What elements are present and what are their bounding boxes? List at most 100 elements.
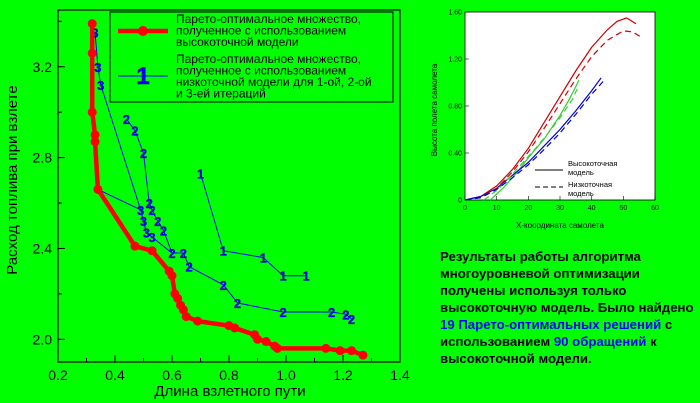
inset-x-tick-label: 30: [556, 205, 564, 212]
main-y-tick-label: 2.8: [33, 150, 53, 166]
blue-iteration-marker: 3: [143, 226, 150, 241]
main-x-tick-label: 1.4: [390, 367, 410, 383]
blue-iteration-marker: 3: [137, 203, 144, 218]
blue-iteration-marker: 2: [140, 146, 147, 161]
blue-iteration-marker: 2: [131, 123, 138, 138]
inset-legend-low-label: Низкоточная модель: [568, 180, 612, 198]
inset-x-tick-label: 40: [588, 205, 596, 212]
blue-iteration-marker: 2: [234, 296, 241, 311]
legend-blue-label-line: полученное с использованием: [176, 64, 346, 78]
inset-low-fidelity-line: [483, 84, 580, 201]
blue-iteration-marker: 2: [148, 203, 155, 218]
main-x-tick-label: 0.6: [162, 367, 182, 383]
main-y-tick-label: 2.4: [33, 240, 53, 256]
blue-iteration-marker: 1: [280, 269, 287, 284]
main-x-tick-label: 1.2: [333, 367, 353, 383]
red-pareto-point: [130, 241, 140, 251]
red-pareto-point: [335, 346, 345, 356]
inset-x-tick-label: 10: [493, 205, 501, 212]
red-pareto-point: [87, 19, 97, 29]
red-pareto-point: [147, 246, 157, 256]
main-x-tick-label: 1.0: [276, 367, 296, 383]
blue-iteration-marker: 2: [328, 305, 335, 320]
legend-red-marker: [138, 26, 148, 36]
blue-iteration-marker: 3: [148, 230, 155, 245]
inset-y-tick-label: 0.80: [448, 104, 462, 111]
red-pareto-point: [173, 293, 183, 303]
legend-blue-label-line: Парето-оптимальное множество,: [176, 52, 361, 66]
blue-iteration-marker: 2: [348, 312, 355, 327]
blue-iteration-marker: 3: [94, 60, 101, 75]
red-pareto-point: [90, 137, 100, 147]
legend-red-label: Парето-оптимальное множество, полученное …: [176, 12, 361, 49]
red-pareto-point: [193, 316, 203, 326]
main-x-tick-label: 0.2: [48, 367, 68, 383]
legend-blue-marker: 1: [136, 63, 149, 90]
red-pareto-point: [347, 346, 357, 356]
blue-iteration-marker: 2: [146, 196, 153, 211]
inset-legend-high-label-line: Высокоточная: [568, 159, 617, 168]
main-legend-box: [109, 11, 394, 103]
inset-legend-low-label-line: модель: [568, 189, 594, 198]
results-part-2: с использованием: [440, 317, 673, 349]
inset-y-tick-label: 1.60: [448, 10, 462, 17]
results-part-3: к высокоточной модели.: [440, 334, 657, 366]
red-pareto-point: [321, 343, 331, 353]
main-y-tick-label: 2.0: [33, 331, 53, 347]
legend-red-label-line: Парето-оптимальное множество,: [176, 12, 361, 26]
red-pareto-point: [93, 184, 103, 194]
results-highlight-solutions: 19 Парето-оптимальных решений: [440, 317, 662, 332]
inset-x-tick-label: 0: [463, 205, 467, 212]
blue-iteration-marker: 2: [342, 307, 349, 322]
legend-blue-label-line: и 3-ей итераций: [176, 87, 266, 101]
red-pareto-point: [272, 343, 282, 353]
main-x-label: Длина взлетного пути: [154, 383, 305, 400]
results-highlight-calls: 90 обращений: [553, 334, 647, 349]
blue-iteration-marker: 3: [97, 78, 104, 93]
blue-iteration-line: [126, 118, 352, 320]
red-pareto-point: [253, 334, 262, 344]
legend-blue-label-line: низкоточной модели для 1-ой, 2-ой: [176, 75, 372, 89]
blue-iteration-marker: 1: [220, 244, 227, 259]
red-pareto-point: [178, 305, 188, 315]
blue-iteration-marker: 2: [160, 223, 167, 238]
blue-iteration-line: [94, 32, 153, 238]
red-pareto-point: [90, 130, 100, 140]
inset-y-label: Высота полета самолета: [430, 63, 439, 156]
main-x-tick-label: 0.8: [219, 367, 239, 383]
inset-low-fidelity-line: [464, 30, 643, 201]
inset-plot-frame: [464, 11, 656, 201]
inset-legend-low-label-line: Низкоточная: [568, 180, 612, 189]
legend-red-label-line: высокоточной модели: [176, 35, 299, 49]
blue-iteration-marker: 1: [302, 269, 309, 284]
legend-blue-label: Парето-оптимальное множество, полученное …: [176, 52, 372, 101]
legend-red-label-line: полученное с использованием: [176, 24, 346, 38]
main-y-tick-label: 3.2: [33, 59, 53, 75]
blue-iteration-marker: 2: [280, 305, 287, 320]
inset-x-label: X-координата самолета: [516, 221, 604, 230]
blue-iteration-line: [200, 173, 306, 277]
inset-x-tick-label: 60: [651, 205, 659, 212]
blue-link-line: [151, 236, 173, 254]
inset-chart: 0 10 20 30 40 50 60 0 0.40 0.80 1.20 1.60 Высокоточ…: [430, 10, 659, 231]
blue-iteration-marker: 2: [180, 246, 187, 261]
inset-x-tick-label: 20: [524, 205, 532, 212]
red-pareto-point: [261, 337, 271, 347]
inset-legend-high-label-line: модель: [568, 168, 594, 177]
inset-low-fidelity-line: [464, 79, 605, 201]
inset-x-tick-label: 50: [619, 205, 627, 212]
blue-iteration-marker: 3: [91, 26, 98, 41]
red-pareto-point: [358, 350, 368, 360]
inset-y-tick-label: 0.40: [448, 151, 462, 158]
blue-link-line: [97, 188, 141, 211]
red-pareto-point: [87, 107, 97, 117]
red-pareto-point: [181, 312, 191, 322]
inset-high-fidelity-line: [464, 17, 637, 201]
blue-iteration-marker: 1: [197, 167, 204, 182]
blue-iteration-marker: 2: [220, 278, 227, 293]
red-pareto-point: [87, 48, 97, 58]
inset-y-tick-label: 0: [458, 198, 462, 205]
inset-legend-high-label: Высокоточная модель: [568, 159, 617, 177]
blue-iteration-marker: 3: [140, 214, 147, 229]
red-pareto-point: [167, 271, 177, 281]
